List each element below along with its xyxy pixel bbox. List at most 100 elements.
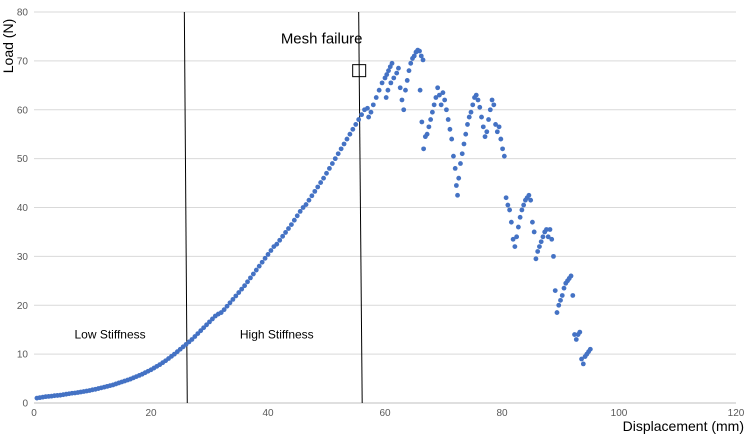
data-point [274,241,280,247]
data-point [493,122,498,127]
data-point [455,192,460,198]
data-point [394,70,400,76]
data-point [262,255,268,261]
data-point [259,259,265,265]
data-point [451,153,456,159]
data-point [347,131,353,137]
data-point [201,325,207,331]
y-tick-label-50: 50 [17,154,29,165]
data-point [353,122,359,127]
data-point [329,161,335,166]
data-point [388,80,394,86]
data-point [210,316,215,322]
data-point [221,307,227,313]
y-tick-label-40: 40 [17,203,29,214]
data-point [417,48,422,54]
data-point [385,87,391,93]
data-point [428,117,434,122]
high-stiffness-label: High Stiffness [240,328,314,342]
data-point [189,337,195,342]
data-point [379,80,385,86]
data-point [475,97,481,103]
data-point [245,279,250,285]
data-point [433,95,439,100]
stiffness-divider-lines [183,11,363,404]
data-point [552,288,558,293]
data-point [512,244,518,250]
data-point [465,122,470,127]
data-point [570,293,576,298]
data-point [544,227,549,232]
data-point [389,60,395,66]
data-point [198,328,204,334]
data-point [265,252,271,257]
data-point [204,322,209,328]
data-point [445,117,451,122]
data-point [568,273,574,279]
data-point [533,256,539,262]
data-point [383,95,389,100]
data-point [300,205,306,210]
data-point [501,153,507,159]
data-point [535,249,541,254]
data-point [332,156,338,162]
data-point [449,136,455,142]
data-point [283,230,288,235]
x-tick-label-120: 120 [728,408,745,419]
data-point [280,233,286,239]
data-point [291,217,297,223]
data-point [344,136,350,142]
data-point [508,219,514,225]
divider-line-1 [183,11,188,404]
data-point [350,126,356,132]
data-point [558,297,563,303]
y-tick-label-0: 0 [22,399,28,410]
data-point [538,239,544,245]
y-axis-tick-labels: 0 10 20 30 40 50 60 70 80 [17,8,29,410]
data-point [386,68,391,74]
data-point [318,180,324,185]
data-point [577,329,583,335]
data-point [587,346,593,352]
data-point [306,197,312,203]
data-point [192,334,198,339]
data-point [418,53,424,59]
data-point [573,337,579,342]
data-point [477,104,483,110]
data-point [545,234,551,240]
data-point [365,105,370,111]
x-tick-label-20: 20 [145,408,157,419]
data-point [572,332,577,337]
data-point [435,85,441,91]
data-point [341,141,347,147]
data-point [517,214,523,220]
data-point [403,87,408,93]
data-point [487,107,493,113]
data-point [401,107,407,113]
data-point [256,263,262,269]
data-point [479,114,484,120]
data-point [549,236,555,242]
y-tick-label-60: 60 [17,105,29,116]
data-point [503,195,509,201]
data-point [473,92,479,98]
data-point [515,224,521,230]
data-point [453,183,459,188]
data-point [268,248,274,253]
data-point [242,283,248,289]
data-point [463,131,469,137]
data-point [384,72,390,77]
x-axis-title: Displacement (mm) [623,418,744,434]
data-point [297,209,303,214]
data-point [218,310,224,315]
data-point [426,124,432,130]
data-point [224,303,230,309]
mesh-failure-box [352,64,367,78]
data-point [359,112,364,118]
data-point [540,234,546,240]
data-point [468,109,474,115]
data-point [456,175,462,181]
data-point [431,102,437,108]
data-point [526,192,532,198]
